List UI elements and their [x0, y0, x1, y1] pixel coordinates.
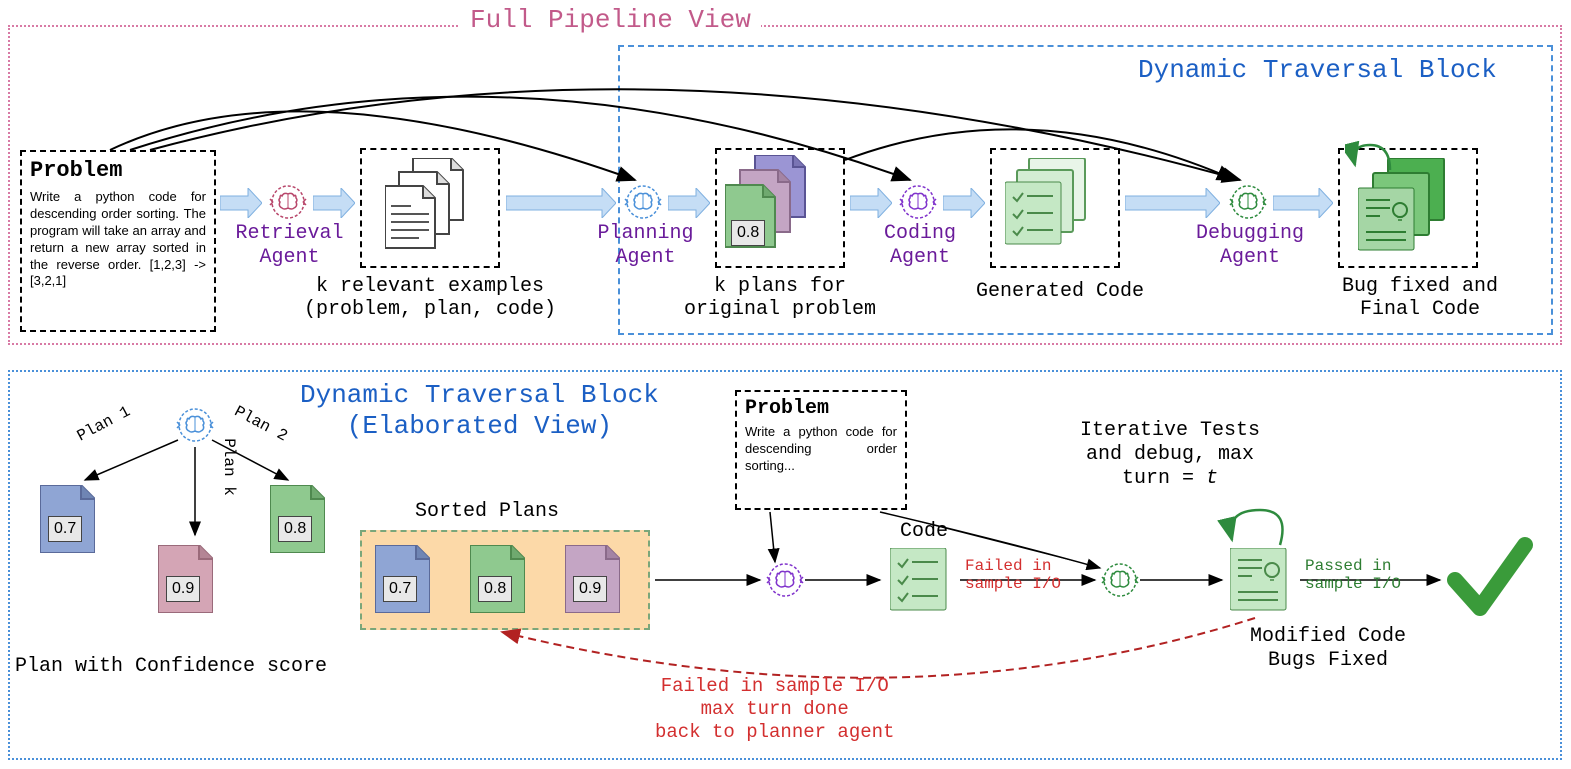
- arrow-3: [506, 188, 616, 218]
- bugfixed-loop-icon: [1345, 140, 1405, 180]
- full-pipeline-title: Full Pipeline View: [460, 5, 761, 35]
- planning-brain-icon: [623, 182, 663, 222]
- problem-box-top: Problem Write a python code for descendi…: [20, 150, 216, 332]
- modified-code-icon: [1230, 548, 1294, 618]
- sorted2-score: 0.8: [478, 576, 512, 602]
- plans-docs-icon: [725, 155, 835, 263]
- plank-score: 0.9: [166, 576, 200, 602]
- debug-brain-bottom-icon: [1100, 560, 1140, 600]
- failed-io-label: Failed in sample I/O: [965, 558, 1061, 593]
- code-icon: [890, 548, 954, 618]
- top-plan-score: 0.8: [731, 220, 765, 246]
- arrow-2: [313, 188, 355, 218]
- arrow-1: [220, 188, 262, 218]
- iterative-text: Iterative Tests and debug, max turn =: [1080, 419, 1260, 490]
- bugfixed-label: Bug fixed and Final Code: [1320, 275, 1520, 321]
- sorted-plans-label: Sorted Plans: [415, 500, 559, 523]
- debugging-brain-icon: [1228, 182, 1268, 222]
- retrieval-brain-icon: [268, 182, 308, 222]
- problem-heading: Problem: [30, 158, 206, 183]
- plans-label: k plans for original problem: [665, 275, 895, 321]
- dynamic-block-title: Dynamic Traversal Block: [1130, 55, 1505, 85]
- iterative-label: Iterative Tests and debug, max turn = t: [1080, 395, 1260, 491]
- plan2-score: 0.8: [278, 516, 312, 542]
- problem-box-bottom: Problem Write a python code for descendi…: [735, 390, 907, 510]
- debugging-agent-label: Debugging Agent: [1180, 222, 1320, 270]
- problem-text-2: Write a python code for descending order…: [745, 424, 897, 475]
- arrow-4: [668, 188, 710, 218]
- failed-back-label: Failed in sample I/O max turn done back …: [655, 675, 894, 743]
- gencode-label: Generated Code: [960, 280, 1160, 303]
- sorted1-score: 0.7: [383, 576, 417, 602]
- passed-io-label: Passed in sample I/O: [1305, 558, 1401, 593]
- arrow-7: [1125, 188, 1220, 218]
- planning-agent-label: Planning Agent: [578, 222, 713, 270]
- sorted3-score: 0.9: [573, 576, 607, 602]
- modified-code-label: Modified Code Bugs Fixed: [1250, 625, 1406, 673]
- examples-docs-icon: [385, 158, 475, 258]
- plan1-score: 0.7: [48, 516, 82, 542]
- gencode-icon: [1005, 158, 1105, 258]
- check-icon: [1445, 530, 1535, 625]
- coding-agent-label: Coding Agent: [855, 222, 985, 270]
- problem-heading-2: Problem: [745, 397, 897, 420]
- plank-label: Plan k: [220, 438, 238, 496]
- arrow-8: [1273, 188, 1333, 218]
- coding-brain-icon: [898, 182, 938, 222]
- code-label: Code: [900, 520, 948, 543]
- conf-label: Plan with Confidence score: [15, 655, 327, 678]
- examples-label: k relevant examples (problem, plan, code…: [300, 275, 560, 321]
- problem-text: Write a python code for descending order…: [30, 189, 206, 290]
- arrow-5: [850, 188, 892, 218]
- coding-brain-bottom-icon: [765, 560, 805, 600]
- elaborated-title: Dynamic Traversal Block (Elaborated View…: [300, 380, 659, 442]
- iterative-var: t: [1206, 467, 1218, 490]
- retrieval-agent-label: Retrieval Agent: [222, 222, 357, 270]
- arrow-6: [943, 188, 985, 218]
